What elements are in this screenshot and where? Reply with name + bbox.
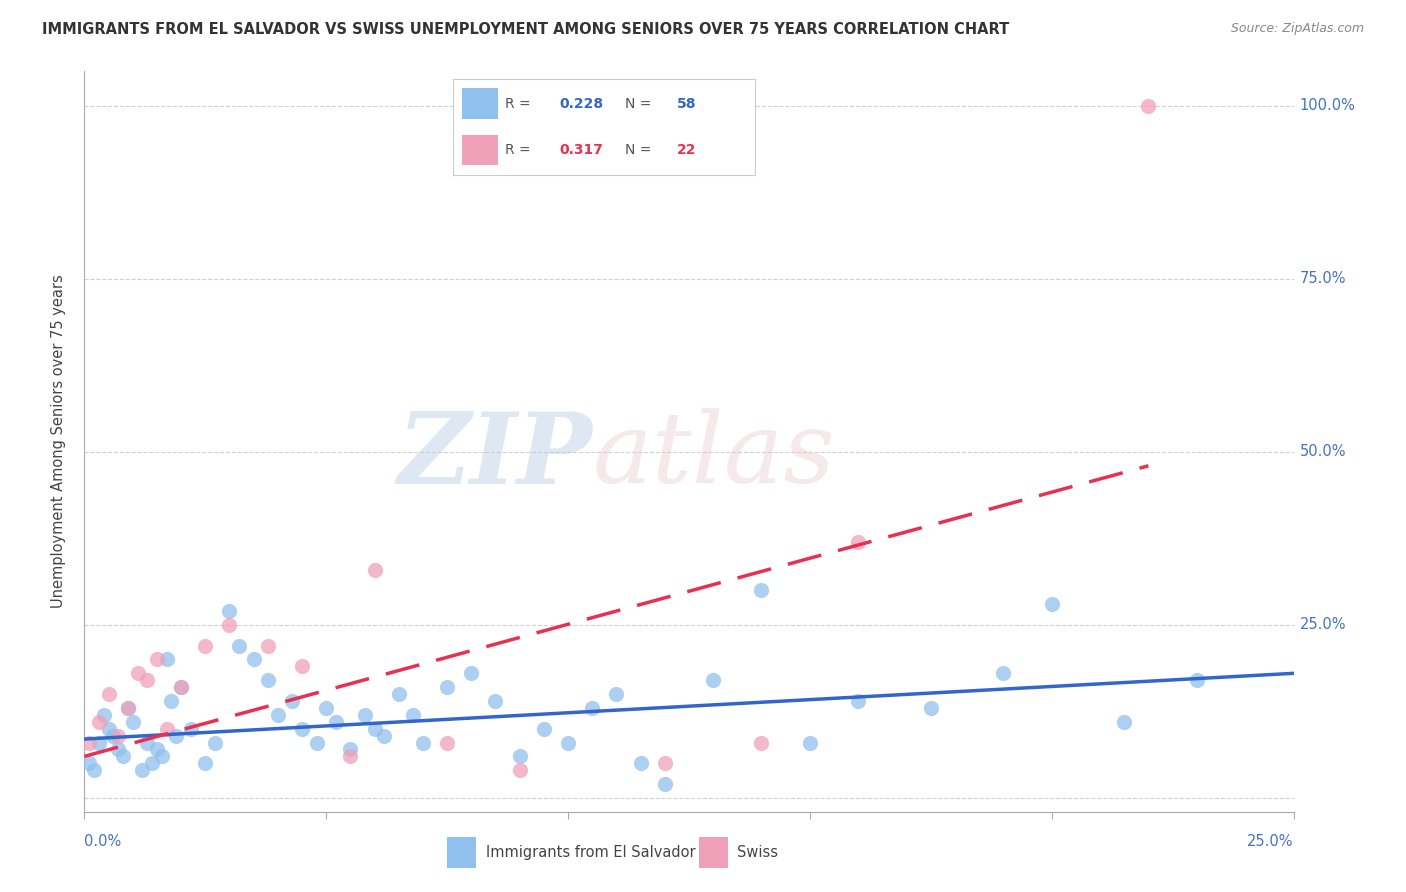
Point xyxy=(605,687,627,701)
Point xyxy=(354,707,377,722)
Point xyxy=(180,722,202,736)
Point xyxy=(533,722,555,736)
Point xyxy=(509,763,531,777)
Point xyxy=(581,701,603,715)
Point xyxy=(131,763,153,777)
Y-axis label: Unemployment Among Seniors over 75 years: Unemployment Among Seniors over 75 years xyxy=(51,275,66,608)
Text: Source: ZipAtlas.com: Source: ZipAtlas.com xyxy=(1230,22,1364,36)
Point xyxy=(291,722,314,736)
Point xyxy=(218,618,240,632)
Text: ZIP: ZIP xyxy=(398,409,592,505)
Point xyxy=(373,729,395,743)
Point xyxy=(315,701,337,715)
Point xyxy=(194,639,217,653)
Point xyxy=(103,729,125,743)
Text: 75.0%: 75.0% xyxy=(1299,271,1346,286)
Point xyxy=(339,742,361,756)
Point xyxy=(436,680,458,694)
Point xyxy=(218,604,240,618)
Point xyxy=(87,735,110,749)
Text: 25.0%: 25.0% xyxy=(1247,834,1294,849)
Point xyxy=(339,749,361,764)
Point xyxy=(702,673,724,688)
Text: 50.0%: 50.0% xyxy=(1299,444,1346,459)
Point xyxy=(654,756,676,771)
Point xyxy=(1185,673,1208,688)
Point xyxy=(257,639,280,653)
Point xyxy=(557,735,579,749)
Point xyxy=(112,749,135,764)
Text: 100.0%: 100.0% xyxy=(1299,98,1355,113)
Point xyxy=(150,749,173,764)
Point xyxy=(77,735,100,749)
Point xyxy=(165,729,187,743)
Point xyxy=(799,735,821,749)
Point xyxy=(993,666,1015,681)
Point xyxy=(325,714,347,729)
Point xyxy=(291,659,314,673)
Point xyxy=(751,583,773,598)
Text: 25.0%: 25.0% xyxy=(1299,617,1346,632)
Point xyxy=(846,694,869,708)
Point xyxy=(412,735,434,749)
Point xyxy=(388,687,411,701)
Point xyxy=(204,735,226,749)
Point xyxy=(155,652,177,666)
Point xyxy=(267,707,290,722)
Point xyxy=(1114,714,1136,729)
Point xyxy=(509,749,531,764)
Point xyxy=(194,756,217,771)
Text: IMMIGRANTS FROM EL SALVADOR VS SWISS UNEMPLOYMENT AMONG SENIORS OVER 75 YEARS CO: IMMIGRANTS FROM EL SALVADOR VS SWISS UNE… xyxy=(42,22,1010,37)
Point xyxy=(630,756,652,771)
Point xyxy=(1040,597,1063,611)
Point xyxy=(363,722,385,736)
Point xyxy=(751,735,773,749)
Point xyxy=(257,673,280,688)
Point xyxy=(1137,99,1160,113)
Point xyxy=(77,756,100,771)
Point xyxy=(363,563,385,577)
Point xyxy=(127,666,149,681)
Point xyxy=(87,714,110,729)
Point xyxy=(97,687,120,701)
Point xyxy=(107,729,129,743)
Point xyxy=(460,666,482,681)
Point xyxy=(117,701,139,715)
Point xyxy=(654,777,676,791)
Point xyxy=(107,742,129,756)
Point xyxy=(121,714,143,729)
Point xyxy=(846,534,869,549)
Point xyxy=(242,652,264,666)
Point xyxy=(136,673,159,688)
Point xyxy=(170,680,193,694)
Point xyxy=(160,694,183,708)
Point xyxy=(93,707,115,722)
Point xyxy=(170,680,193,694)
Point xyxy=(136,735,159,749)
Point xyxy=(146,652,169,666)
Point xyxy=(281,694,304,708)
Point xyxy=(228,639,250,653)
Point xyxy=(97,722,120,736)
Point xyxy=(402,707,425,722)
Text: atlas: atlas xyxy=(592,409,835,504)
Text: 0.0%: 0.0% xyxy=(84,834,121,849)
Point xyxy=(436,735,458,749)
Point xyxy=(305,735,328,749)
Point xyxy=(155,722,177,736)
Point xyxy=(141,756,163,771)
Point xyxy=(117,701,139,715)
Point xyxy=(484,694,506,708)
Point xyxy=(920,701,942,715)
Point xyxy=(83,763,105,777)
Point xyxy=(146,742,169,756)
